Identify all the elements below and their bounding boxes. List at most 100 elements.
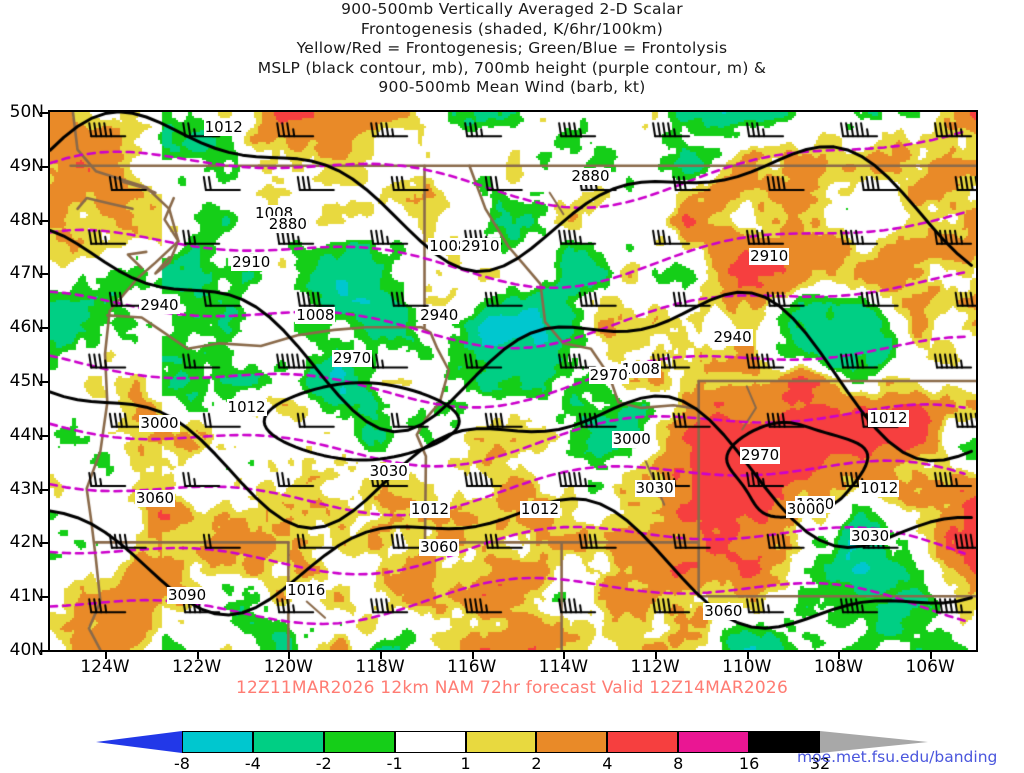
colorbar-cell-1: [252, 731, 324, 753]
y-axis-label-44N: 44N: [9, 424, 44, 445]
colorbar-cell-8: [749, 731, 821, 753]
x-axis-tick: [746, 652, 749, 659]
height-contour-label: 2880: [267, 214, 308, 233]
x-axis-tick: [105, 652, 107, 659]
colorbar-tick--2: -2: [315, 754, 332, 773]
y-axis-tick: [40, 381, 48, 383]
mslp-contour-label: 1012: [226, 397, 267, 416]
y-axis-label-47N: 47N: [9, 263, 44, 284]
title-line-2: Frontogenesis (shaded, K/6hr/100km): [360, 19, 664, 38]
y-axis-label-45N: 45N: [9, 371, 44, 391]
height-contour-label: 2910: [231, 252, 272, 271]
height-contour-label: 3000: [611, 430, 652, 449]
colorbar-tick-2: 2: [531, 754, 542, 773]
y-axis-tick: [40, 650, 48, 652]
colorbar-cell-6: [607, 731, 679, 753]
height-contour-label: 2940: [139, 295, 180, 314]
colorbar-tick--8: -8: [174, 754, 190, 773]
x-axis-label-116W: 116W: [447, 657, 497, 677]
y-axis-label-48N: 48N: [9, 209, 44, 230]
y-axis-label-46N: 46N: [9, 317, 44, 338]
x-axis-tick: [471, 652, 474, 659]
forecast-caption: 12Z11MAR2026 12km NAM 72hr forecast Vali…: [236, 678, 788, 698]
mslp-contour-label: 1016: [286, 580, 327, 599]
y-axis-label-41N: 41N: [9, 586, 44, 607]
colorbar-tick-1: 1: [460, 754, 471, 773]
height-contour-label: 3090: [166, 586, 208, 605]
x-axis-tick: [288, 652, 291, 659]
mslp-contour-label: 1012: [868, 408, 909, 427]
y-axis-label-42N: 42N: [9, 532, 44, 553]
height-contour-label: 2970: [588, 365, 629, 384]
mslp-contour-label: 1012: [203, 118, 244, 137]
mslp-contour-label: 1012: [519, 500, 561, 519]
x-axis-label-124W: 124W: [80, 657, 130, 677]
y-axis-tick: [40, 112, 48, 114]
colorbar-under-arrow: [96, 731, 182, 753]
height-contour-label: 2970: [739, 446, 781, 465]
x-axis-label-108W: 108W: [813, 657, 864, 677]
frontogenesis-map-canvas[interactable]: [50, 112, 976, 650]
x-axis-label-112W: 112W: [630, 657, 680, 677]
colorbar-tick--4: -4: [244, 754, 261, 773]
y-axis-tick: [40, 327, 48, 330]
x-axis-tick: [838, 652, 841, 659]
chart-title-block: 900-500mb Vertically Averaged 2-D Scalar…: [0, 0, 1024, 98]
y-axis-tick: [40, 219, 48, 222]
colorbar-tick-8: 8: [673, 754, 684, 773]
title-line-4: MSLP (black contour, mb), 700mb height (…: [257, 58, 767, 77]
y-axis-tick: [40, 165, 48, 168]
x-axis-tick: [563, 652, 566, 659]
title-line-1: 900-500mb Vertically Averaged 2-D Scalar: [341, 0, 683, 18]
colorbar-over-arrow: [820, 731, 928, 753]
mslp-contour-label: 1012: [859, 478, 900, 497]
x-axis-tick: [655, 652, 658, 659]
y-axis-tick: [40, 488, 48, 491]
y-axis-tick: [40, 434, 48, 437]
mslp-contour-label: 1008: [295, 306, 336, 325]
mslp-contour-label: 1008: [620, 360, 661, 379]
attribution-link[interactable]: moe.met.fsu.edu/banding: [797, 748, 998, 766]
mslp-contour-label: 1008: [428, 236, 469, 255]
colorbar-cells: [182, 731, 821, 753]
x-axis-tick: [380, 652, 383, 659]
height-contour-label: 3060: [134, 489, 176, 508]
colorbar[interactable]: -8 -4 -2 -1 1 2 4 8 16 32: [96, 731, 936, 773]
height-contour-label: 2940: [419, 306, 460, 325]
colorbar-tick--1: -1: [386, 754, 403, 773]
colorbar-cell-0: [182, 731, 253, 753]
y-axis-tick: [40, 596, 48, 599]
height-contour-label: 3030: [849, 527, 891, 546]
height-contour-label: 2970: [331, 349, 373, 368]
colorbar-tick-16: 16: [738, 754, 760, 773]
y-axis-label-50N: 50N: [9, 102, 44, 122]
x-axis-tick: [930, 652, 933, 659]
height-contour-label: 3030: [634, 478, 675, 497]
title-line-3: Yellow/Red = Frontogenesis; Green/Blue =…: [296, 39, 728, 57]
x-axis-label-106W: 106W: [905, 657, 955, 677]
colorbar-tick-4: 4: [602, 754, 613, 773]
height-contour-label: 3060: [703, 602, 744, 621]
height-contour-label: 2880: [570, 166, 611, 185]
height-contour-label: 2910: [460, 236, 501, 255]
height-contour-label: 2910: [749, 247, 790, 266]
x-axis-label-120W: 120W: [263, 657, 313, 677]
colorbar-cell-2: [323, 731, 395, 753]
mslp-contour-label: 1012: [409, 500, 451, 519]
y-axis-tick: [40, 542, 48, 545]
title-line-5: 900-500mb Mean Wind (barb, kt): [378, 78, 646, 96]
y-axis-label-40N: 40N: [9, 640, 44, 660]
x-axis-label-118W: 118W: [355, 657, 405, 677]
colorbar-cell-5: [536, 731, 608, 753]
height-contour-label: 2940: [712, 327, 753, 346]
y-axis-label-43N: 43N: [9, 478, 44, 499]
height-contour-label: 3000: [139, 414, 180, 433]
x-axis-tick: [196, 652, 199, 659]
colorbar-cell-4: [465, 731, 537, 753]
height-contour-label: 3000: [785, 500, 826, 519]
map-plot-area[interactable]: 1012 1008 1008 1008 1008 1012 1012 1012 1012 1012…: [48, 110, 978, 652]
colorbar-cell-7: [678, 731, 750, 753]
x-axis-label-114W: 114W: [538, 657, 589, 677]
x-axis-label-110W: 110W: [722, 657, 772, 677]
y-axis-label-49N: 49N: [9, 155, 44, 176]
